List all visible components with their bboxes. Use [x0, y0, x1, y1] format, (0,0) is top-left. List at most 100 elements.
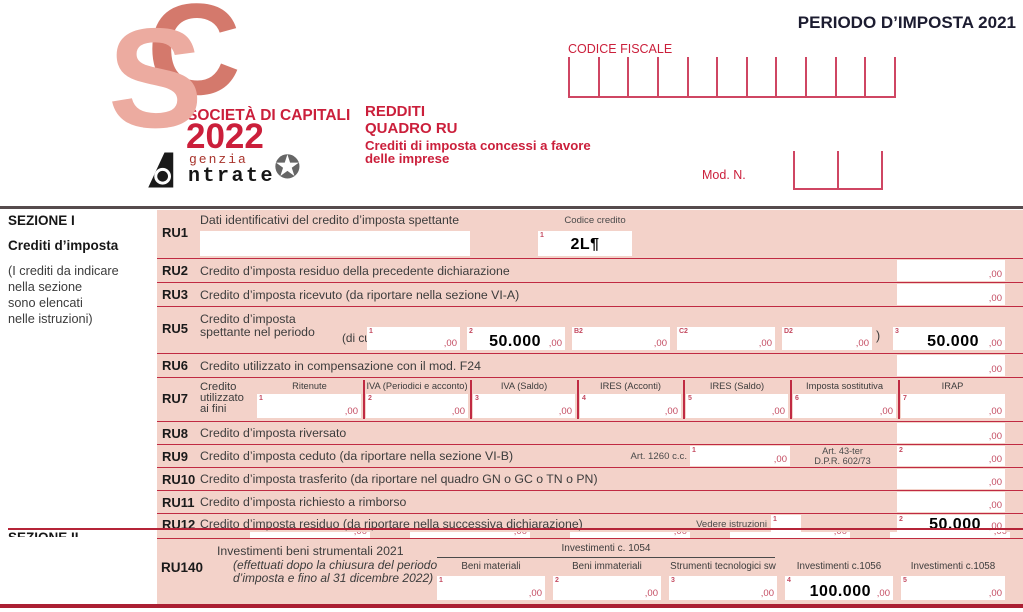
mod-n-input[interactable] [793, 151, 883, 190]
cf-cell[interactable] [805, 57, 835, 96]
ru5-close-paren: ) [876, 329, 881, 343]
cents-label: ,00 [879, 406, 893, 417]
cents-label: ,00 [988, 293, 1002, 304]
ru6-amount-field[interactable]: ,00 [897, 355, 1005, 376]
cf-cell[interactable] [686, 57, 717, 96]
title-redditi: REDDITI [365, 103, 425, 120]
row-ru3: RU3 Credito d’imposta ricevuto (da ripor… [157, 283, 1023, 307]
ru140-field-beni-materiali[interactable]: 1 ,00 [437, 576, 545, 600]
ru140-desc-1: Investimenti beni strumentali 2021 [217, 544, 404, 558]
ru9-label: RU9 [162, 449, 189, 464]
ru2-amount-field[interactable]: ,00 [897, 260, 1005, 281]
ru1-descrizione-field[interactable] [200, 231, 470, 256]
ru5-field-c2[interactable]: C2 ,00 [677, 327, 775, 350]
mod-n-cell[interactable] [837, 151, 883, 188]
ru12-field-1[interactable]: 1 [771, 515, 801, 533]
ru7-col-iva-periodici: IVA (Periodici e acconto) [366, 381, 468, 391]
field-sup: 1 [692, 447, 696, 454]
field-sup: 3 [671, 577, 675, 584]
row-ru10: RU10 Credito d’imposta trasferito (da ri… [157, 468, 1023, 491]
ru3-amount-field[interactable]: ,00 [897, 284, 1005, 305]
clipped-field: ,00 [730, 532, 850, 538]
field-sup: 2 [899, 516, 903, 523]
ru7-col-ires-saldo: IRES (Saldo) [709, 381, 765, 391]
cents-label: ,00 [528, 588, 542, 599]
ru5-label: RU5 [162, 321, 189, 336]
ru140-group-header: Investimenti c. 1054 [561, 543, 651, 554]
ru5-field-3-value: 50.000 [927, 333, 979, 350]
ru140-col-beni-materiali: Beni materiali [461, 561, 521, 572]
ru9-field-1[interactable]: 1 ,00 [690, 446, 790, 466]
ru140-col-investimenti-1056: Investimenti c.1056 [796, 561, 882, 572]
cf-cell[interactable] [627, 57, 657, 96]
ru7-field-iva-saldo[interactable]: 3 ,00 [473, 394, 575, 418]
ru1-codice-credito-value: 2L¶ [570, 236, 600, 253]
ru140-desc-3: d’imposta e fino al 31 dicembre 2022) [233, 571, 434, 585]
cf-cell[interactable] [716, 57, 746, 96]
ru5-field-2[interactable]: 2 50.000 ,00 [467, 327, 565, 350]
ru5-field-3[interactable]: 3 50.000 ,00 [893, 327, 1005, 350]
ru5-di-cui-label: (di cui [342, 331, 374, 345]
ru8-amount-field[interactable]: ,00 [897, 423, 1005, 443]
ru7-field-ires-saldo[interactable]: 5 ,00 [686, 394, 788, 418]
ru7-field-ritenute[interactable]: 1 ,00 [257, 394, 361, 418]
ru5-field-d2[interactable]: D2 ,00 [782, 327, 872, 350]
mod-n-cell[interactable] [793, 151, 837, 188]
ru7-desc-3: ai fini [200, 403, 227, 415]
ru10-amount-field[interactable]: ,00 [897, 469, 1005, 489]
ru1-codice-credito-label: Codice credito [564, 215, 626, 226]
cf-cell[interactable] [864, 57, 897, 96]
cf-cell[interactable] [568, 57, 598, 96]
ru7-field-ires-acconti[interactable]: 4 ,00 [580, 394, 681, 418]
ru5-field-b2[interactable]: B2 ,00 [572, 327, 670, 350]
ru7-field-imposta-sostitutiva[interactable]: 6 ,00 [793, 394, 896, 418]
ru10-label: RU10 [162, 472, 196, 487]
cf-cell[interactable] [775, 57, 805, 96]
field-sup: 6 [795, 395, 799, 402]
ru1-codice-credito-field[interactable]: 1 2L¶ [538, 231, 632, 256]
section-1-bottom-rule [8, 528, 1023, 530]
section-2-clipped-label: SEZIONE II [8, 530, 79, 537]
ru7-field-iva-periodici[interactable]: 2 ,00 [366, 394, 468, 418]
cf-cell[interactable] [597, 57, 628, 96]
cents-label: ,00 [988, 588, 1002, 599]
ru7-divider [790, 380, 792, 419]
ru11-desc: Credito d’imposta richiesto a rimborso [200, 495, 407, 509]
field-sup: 7 [903, 395, 907, 402]
row-ru8: RU8 Credito d’imposta riversato ,00 [157, 422, 1023, 445]
cents-label: ,00 [988, 500, 1002, 511]
ru140-field-strumenti-tecnologici[interactable]: 3 ,00 [669, 576, 777, 600]
republic-emblem-icon: ✪ [274, 149, 301, 185]
ru7-divider [470, 380, 472, 419]
ru7-field-irap[interactable]: 7 ,00 [901, 394, 1005, 418]
ru140-field-investimenti-1058[interactable]: 5 ,00 [901, 576, 1005, 600]
cf-cell[interactable] [745, 57, 776, 96]
ru140-field-investimenti-1056[interactable]: 4 100.000 ,00 [785, 576, 893, 600]
ru9-field-2[interactable]: 2 ,00 [897, 446, 1005, 466]
clipped-field: ,00 [890, 532, 1010, 538]
cents-label: ,00 [834, 532, 847, 537]
ru140-field-beni-immateriali[interactable]: 2 ,00 [553, 576, 661, 600]
cents-label: ,00 [644, 588, 658, 599]
field-sup: 5 [903, 577, 907, 584]
field-sup: 1 [540, 232, 544, 239]
logo-letter-c: C [147, 0, 241, 122]
ru7-col-iva-saldo: IVA (Saldo) [500, 381, 548, 391]
codice-fiscale-input[interactable] [568, 57, 897, 98]
ru140-label: RU140 [161, 560, 204, 575]
field-sup: 2 [469, 328, 473, 335]
cents-label: ,00 [988, 454, 1002, 465]
ru1-label: RU1 [162, 225, 189, 240]
ru7-label: RU7 [162, 391, 189, 406]
cf-cell[interactable] [656, 57, 687, 96]
ru11-amount-field[interactable]: ,00 [897, 492, 1005, 512]
ru12-field-2[interactable]: 2 50.000 ,00 [897, 515, 1005, 533]
cf-cell[interactable] [834, 57, 865, 96]
field-sup: 4 [582, 395, 586, 402]
field-sup: B2 [574, 328, 583, 335]
ru5-field-1[interactable]: 1 ,00 [367, 327, 460, 350]
ru5-desc-2: spettante nel periodo [200, 325, 315, 339]
cents-label: ,00 [855, 338, 869, 349]
ru140-group-underline [437, 557, 775, 559]
